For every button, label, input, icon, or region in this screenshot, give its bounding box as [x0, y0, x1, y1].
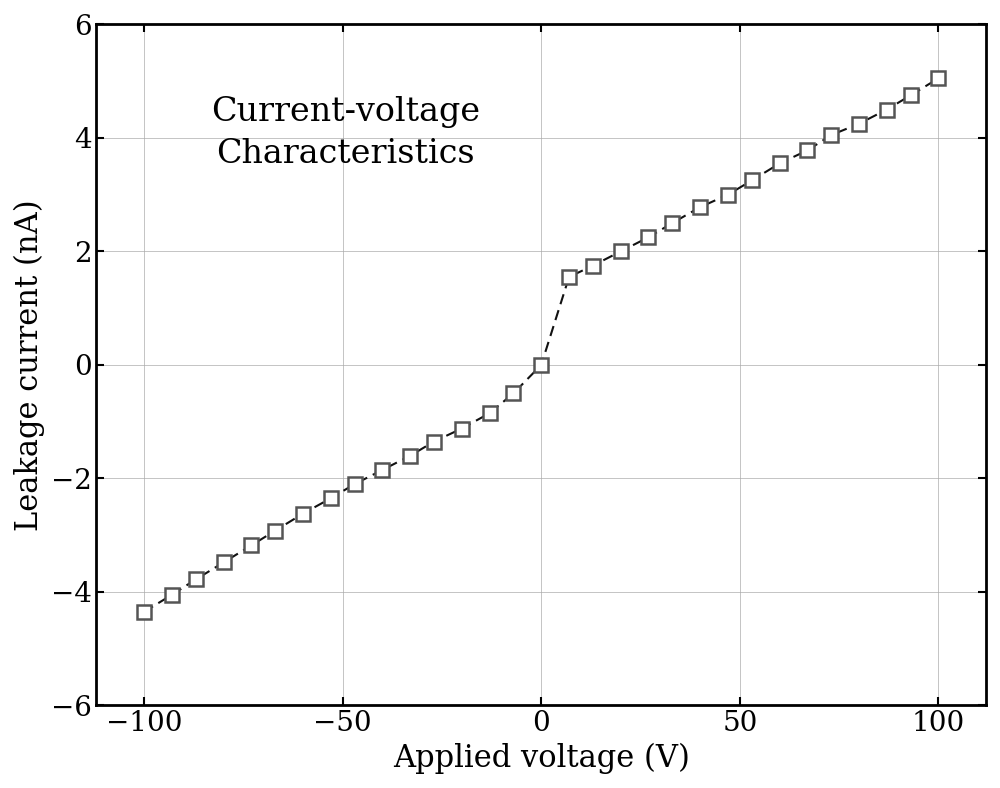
Text: Current-voltage
Characteristics: Current-voltage Characteristics [211, 96, 480, 170]
Y-axis label: Leakage current (nA): Leakage current (nA) [14, 199, 45, 531]
X-axis label: Applied voltage (V): Applied voltage (V) [393, 743, 690, 774]
